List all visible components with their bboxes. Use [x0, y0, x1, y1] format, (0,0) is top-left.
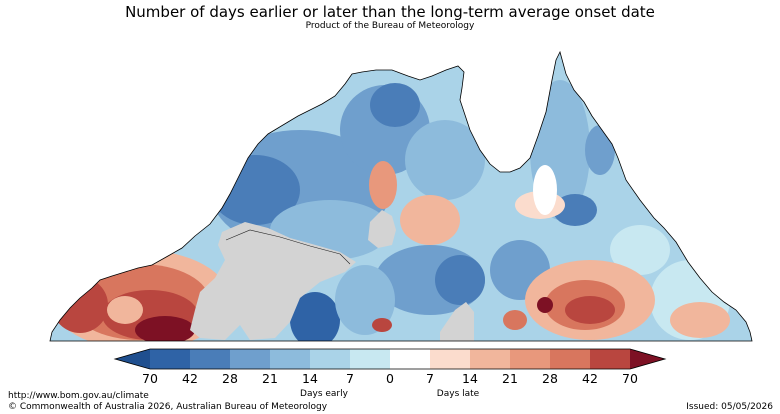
copyright-notice: © Commonwealth of Australia 2026, Austra…	[8, 402, 328, 412]
colorbar-cap-late	[630, 349, 665, 369]
colorbar-tick: 7	[346, 371, 354, 386]
colorbar-tick: 21	[262, 371, 278, 386]
days-late-label: Days late	[436, 389, 480, 399]
onset-anomaly-map	[49, 51, 753, 342]
colorbar-tick: 21	[502, 371, 518, 386]
colorbar-tick: 42	[182, 371, 198, 386]
days-early-label: Days early	[300, 389, 348, 399]
colorbar	[113, 348, 667, 370]
colorbar-tick: 0	[386, 371, 394, 386]
colorbar-cap-early	[115, 349, 150, 369]
map-subtitle: Product of the Bureau of Meteorology	[305, 21, 475, 31]
colorbar-tick: 28	[542, 371, 558, 386]
map-title: Number of days earlier or later than the…	[125, 3, 655, 21]
colorbar-tick: 28	[222, 371, 238, 386]
colorbar-tick: 70	[142, 371, 158, 386]
colorbar-tick: 14	[462, 371, 478, 386]
colorbar-tick: 42	[582, 371, 598, 386]
source-url: http://www.bom.gov.au/climate	[8, 391, 149, 401]
issued-date: Issued: 05/05/2026	[686, 402, 773, 412]
colorbar-tick: 7	[426, 371, 434, 386]
colorbar-tick: 70	[622, 371, 638, 386]
coastline-inner	[225, 229, 351, 265]
anomaly-field	[50, 52, 752, 341]
colorbar-tick: 14	[302, 371, 318, 386]
